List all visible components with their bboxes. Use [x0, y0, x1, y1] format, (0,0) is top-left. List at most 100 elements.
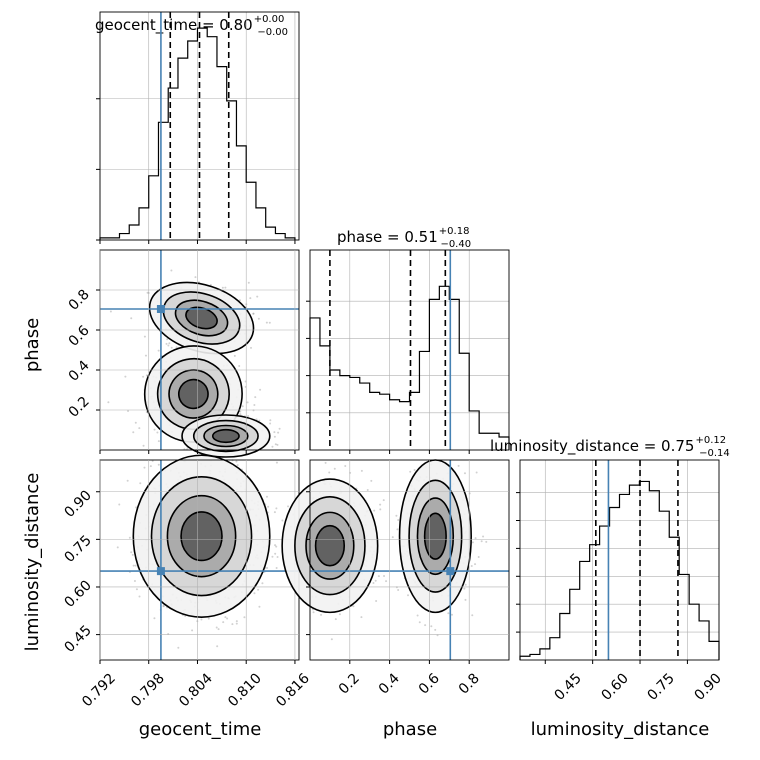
- sample-point: [396, 528, 399, 531]
- sample-point: [276, 556, 279, 559]
- contour-line: [177, 378, 209, 410]
- sample-point: [265, 321, 268, 324]
- sample-point: [109, 310, 112, 313]
- sample-point: [397, 518, 400, 521]
- sample-point: [144, 354, 147, 357]
- sample-point: [328, 471, 331, 474]
- contour-line: [305, 511, 355, 580]
- sample-point: [143, 335, 146, 338]
- sample-point: [131, 553, 134, 556]
- sample-point: [236, 464, 239, 467]
- sample-point: [233, 354, 236, 357]
- sample-point: [207, 617, 210, 620]
- sample-point: [258, 605, 261, 608]
- sample-point: [134, 564, 137, 567]
- contour-line: [150, 476, 253, 597]
- marginal-luminosity_distance: [516, 459, 720, 664]
- sample-point: [149, 465, 152, 468]
- contour-line: [408, 479, 463, 593]
- sample-point: [249, 297, 252, 300]
- sample-point: [267, 505, 270, 508]
- sample-point: [191, 629, 194, 632]
- sample-point: [457, 464, 460, 467]
- sample-point: [274, 443, 277, 446]
- sample-point: [247, 281, 250, 284]
- sample-point: [224, 616, 227, 619]
- ylabel-phase: phase: [22, 318, 43, 372]
- sample-point: [138, 595, 141, 598]
- sample-point: [226, 617, 229, 620]
- sample-point: [252, 409, 255, 412]
- sample-point: [175, 346, 178, 349]
- sample-point: [447, 612, 450, 615]
- sample-point: [253, 403, 256, 406]
- sample-point: [162, 604, 165, 607]
- pair-geocent_time-luminosity_distance: [96, 454, 300, 664]
- contour-line: [281, 478, 379, 614]
- sample-point: [247, 415, 250, 418]
- sample-point: [153, 617, 156, 620]
- sample-point: [407, 594, 410, 597]
- sample-point: [126, 479, 129, 482]
- contour-line: [314, 524, 346, 567]
- sample-point: [257, 588, 260, 591]
- contour-line: [211, 428, 240, 444]
- sample-point: [430, 625, 433, 628]
- sample-point: [157, 440, 160, 443]
- sample-point: [434, 628, 437, 631]
- sample-point: [470, 565, 473, 568]
- sample-point: [324, 461, 327, 464]
- sample-point: [374, 579, 377, 582]
- panel-frame: [309, 249, 510, 451]
- marginal-geocent_time: [96, 11, 300, 244]
- sample-point: [143, 466, 146, 469]
- density-level: [181, 511, 222, 561]
- pair-phase-luminosity_distance: [281, 459, 510, 664]
- sample-point: [116, 546, 119, 549]
- title-luminosity-distance: luminosity_distance = 0.75+0.12 −0.14: [490, 435, 730, 459]
- sample-point: [475, 471, 478, 474]
- sample-point: [127, 410, 130, 413]
- sample-point: [221, 286, 224, 289]
- sample-point: [274, 544, 277, 547]
- sample-point: [217, 628, 220, 631]
- title-phase: phase = 0.51+0.18 −0.40: [337, 226, 471, 250]
- xlabel-phase: phase: [383, 719, 437, 740]
- sample-point: [330, 638, 333, 641]
- sample-point: [130, 317, 133, 320]
- sample-point: [253, 592, 256, 595]
- sample-point: [261, 582, 264, 585]
- xlabel-geocent-time: geocent_time: [139, 719, 262, 740]
- sample-point: [287, 505, 290, 508]
- sample-point: [157, 463, 160, 466]
- sample-point: [134, 421, 137, 424]
- sample-point: [464, 598, 467, 601]
- sample-point: [352, 605, 355, 608]
- sample-point: [372, 582, 375, 585]
- sample-point: [471, 614, 474, 617]
- sample-point: [344, 465, 347, 468]
- contour-line: [132, 454, 271, 618]
- sample-point: [424, 624, 427, 627]
- histogram-step: [519, 480, 720, 660]
- sample-point: [463, 472, 466, 475]
- title-geocent-time: geocent_time = 0.80+0.00 −0.00: [95, 14, 288, 38]
- sample-point: [166, 338, 169, 341]
- sample-point: [416, 614, 419, 617]
- density-level: [424, 513, 447, 560]
- sample-point: [133, 580, 136, 583]
- sample-point: [231, 623, 234, 626]
- sample-point: [177, 646, 180, 649]
- sample-point: [366, 489, 369, 492]
- contour-line: [294, 496, 366, 596]
- sample-point: [266, 567, 269, 570]
- sample-point: [409, 470, 412, 473]
- sample-point: [349, 471, 352, 474]
- sample-point: [281, 519, 284, 522]
- truth-marker: [446, 567, 455, 576]
- sample-point: [145, 374, 148, 377]
- sample-point: [482, 535, 485, 538]
- sample-point: [118, 503, 121, 506]
- sample-point: [474, 537, 477, 540]
